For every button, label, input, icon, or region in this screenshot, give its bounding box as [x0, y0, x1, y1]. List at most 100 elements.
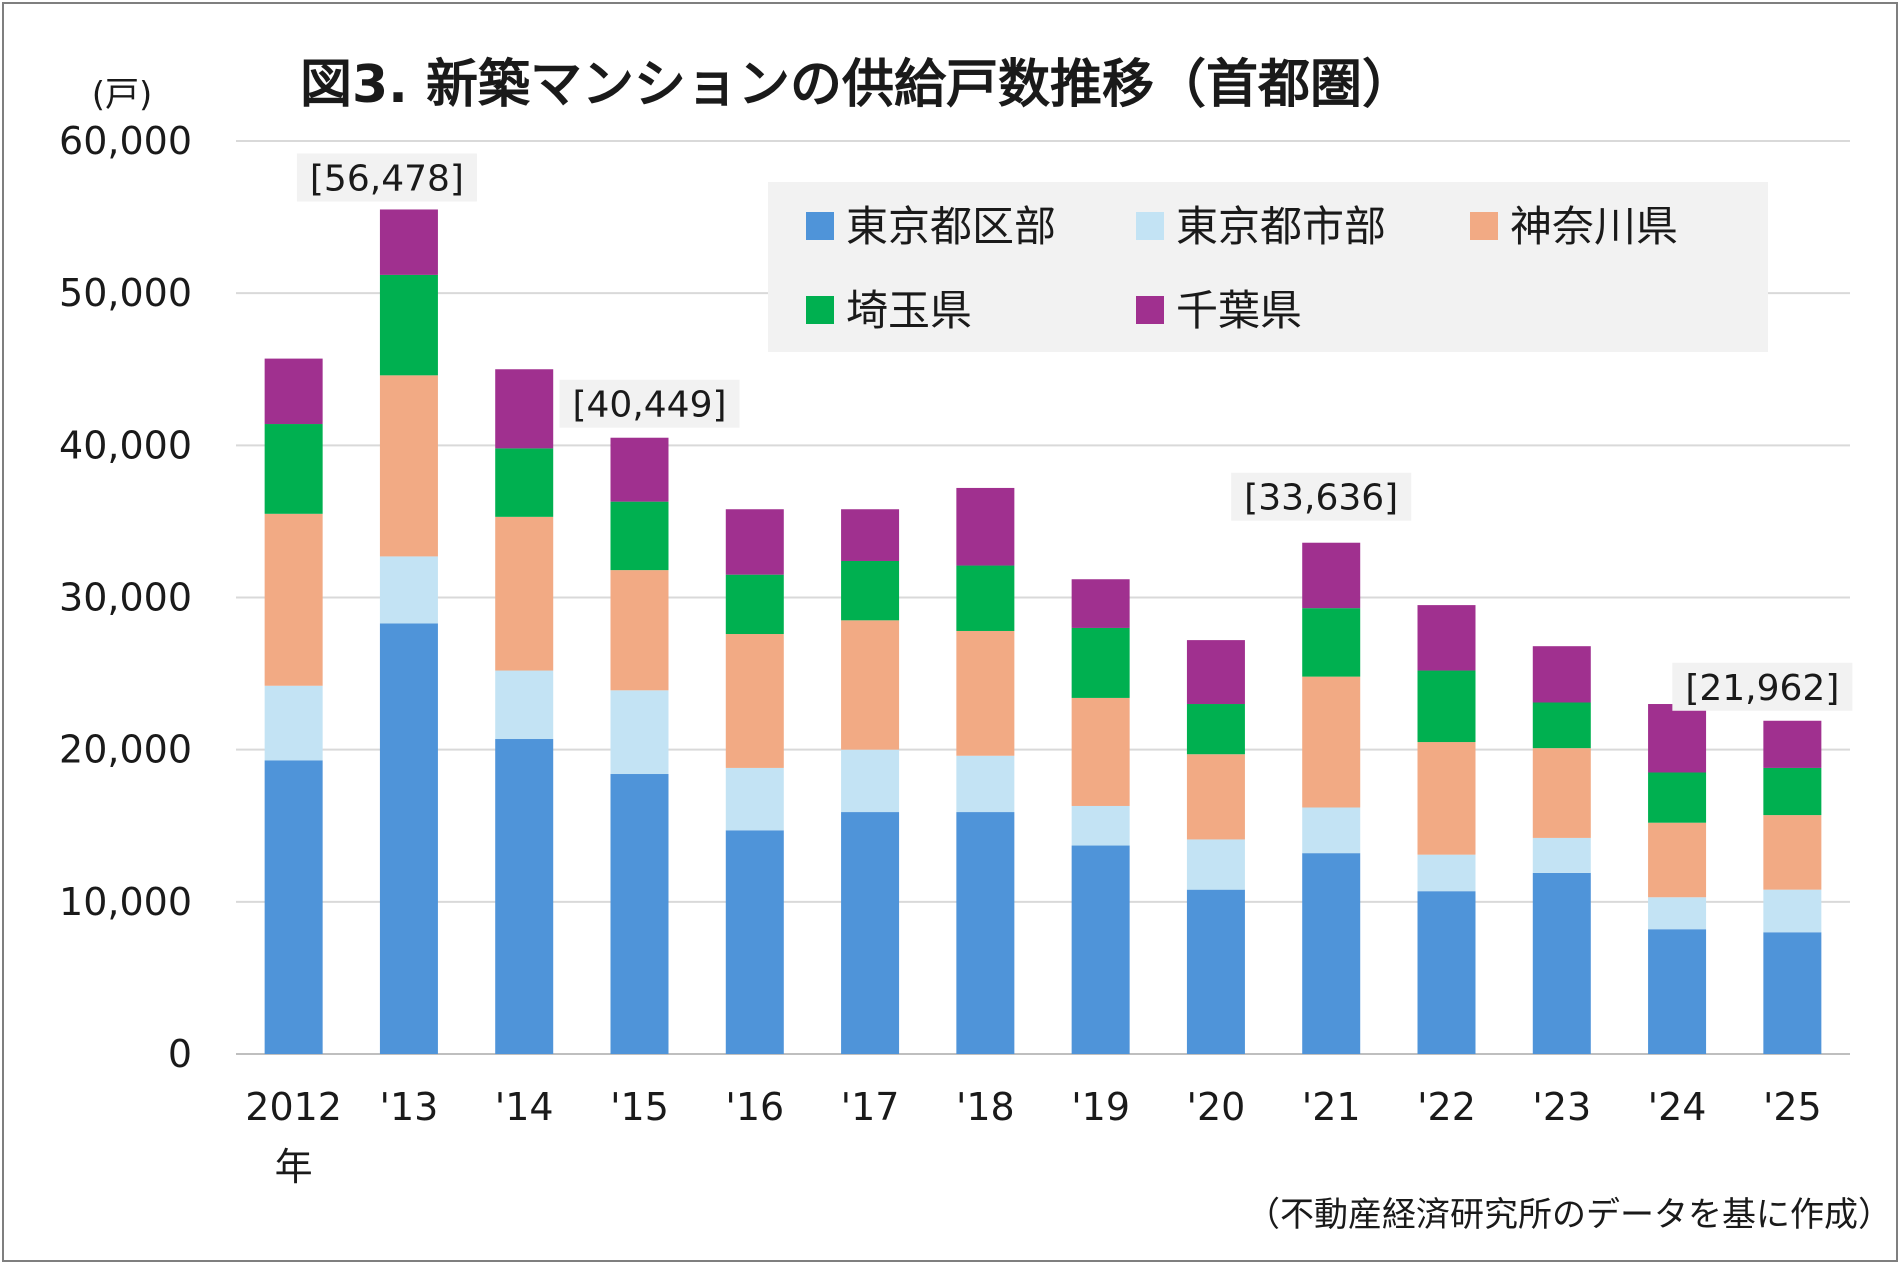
- callout-label: [40,449]: [572, 385, 726, 426]
- bar-segment: [495, 448, 554, 517]
- bar-segment: [495, 670, 554, 740]
- chart-title: 図3. 新築マンションの供給戸数推移（首都圏）: [300, 55, 1414, 115]
- bar-segment: [841, 620, 900, 750]
- total-callouts: [56,478] [40,449] [33,636] [21,962]: [296, 153, 1853, 711]
- bar-segment: [725, 830, 784, 1054]
- bar-segment: [1763, 889, 1822, 933]
- bar-segment: [1532, 872, 1591, 1054]
- y-axis-ticks: 0 10,000 20,000 30,000 40,000 50,000 60,000: [59, 119, 192, 1076]
- bar-segment: [610, 570, 669, 691]
- bar-segment: [495, 369, 554, 449]
- bar-segment: [610, 437, 669, 502]
- bar-segment: [725, 574, 784, 635]
- bar-segment: [956, 755, 1015, 813]
- bar-segment: [1186, 640, 1245, 705]
- bar-segment: [725, 634, 784, 768]
- bar-segment: [1071, 805, 1130, 846]
- callout-background: [559, 379, 740, 428]
- legend-background: [768, 182, 1768, 352]
- bar-segment: [264, 513, 323, 686]
- bar-segment: [725, 509, 784, 575]
- bar-segment: [1417, 891, 1476, 1054]
- x-tick-label: '17: [841, 1085, 900, 1129]
- bar-segment: [610, 501, 669, 571]
- callout-background: [1672, 662, 1853, 711]
- bar-segment: [379, 274, 438, 376]
- bar-segment: [1302, 676, 1361, 808]
- bar-segment: [1417, 854, 1476, 892]
- bar-segment: [1186, 754, 1245, 840]
- legend-swatch: [1136, 212, 1164, 240]
- callout-label: [33,636]: [1244, 478, 1398, 519]
- legend-swatch: [1470, 212, 1498, 240]
- bar-segment: [264, 424, 323, 514]
- legend-swatch: [806, 296, 834, 324]
- bar-segment: [841, 812, 900, 1054]
- bar-segment: [841, 560, 900, 621]
- x-axis-ticks: 2012 '13 '14 '15 '16 '17 '18 '19 '20 '21 '22 '23 '24…: [245, 1085, 1821, 1129]
- bar-segment: [495, 739, 554, 1054]
- bar-segment: [379, 209, 438, 275]
- bar-segment: [1763, 932, 1822, 1054]
- x-tick-label: '13: [380, 1085, 439, 1129]
- bar-segment: [1532, 646, 1591, 703]
- y-tick-label: 10,000: [59, 880, 192, 924]
- bar-segment: [1071, 697, 1130, 806]
- bar-segment: [1186, 889, 1245, 1054]
- y-axis-unit-label: (戸): [92, 75, 153, 115]
- bar-segment: [379, 623, 438, 1054]
- bar-segment: [495, 516, 554, 671]
- callout-label: [21,962]: [1685, 668, 1839, 709]
- bar-segment: [1648, 772, 1707, 823]
- y-tick-label: 30,000: [59, 576, 192, 620]
- bar-segment: [264, 685, 323, 761]
- x-tick-label: '16: [725, 1085, 784, 1129]
- bar-segment: [1763, 815, 1822, 890]
- x-tick-label: '24: [1648, 1085, 1707, 1129]
- bar-segment: [725, 767, 784, 831]
- bar-segment: [956, 630, 1015, 756]
- bar-segment: [1071, 627, 1130, 698]
- legend-label: 神奈川県: [1510, 202, 1678, 251]
- x-axis-year-suffix: 年: [275, 1145, 313, 1189]
- bar-segment: [956, 487, 1015, 566]
- bar-segment: [1417, 605, 1476, 671]
- bar-segment: [1071, 845, 1130, 1054]
- bar-segment: [1302, 853, 1361, 1054]
- x-tick-label: '18: [956, 1085, 1015, 1129]
- bar-segment: [1186, 839, 1245, 890]
- bar-segment: [610, 774, 669, 1054]
- x-tick-label: 2012: [245, 1085, 342, 1129]
- bar-segment: [1302, 807, 1361, 854]
- bar-segment: [264, 358, 323, 425]
- bar-segment: [956, 812, 1015, 1054]
- x-tick-label: '22: [1417, 1085, 1476, 1129]
- bars: [264, 209, 1822, 1054]
- bar-segment: [379, 375, 438, 557]
- bar-segment: [1417, 742, 1476, 855]
- legend-label: 東京都市部: [1176, 202, 1386, 251]
- bar-segment: [1302, 608, 1361, 677]
- bar-segment: [1417, 670, 1476, 743]
- bar-segment: [1648, 929, 1707, 1054]
- callout-label: [56,478]: [310, 158, 464, 199]
- x-tick-label: '20: [1187, 1085, 1246, 1129]
- bar-segment: [610, 690, 669, 775]
- legend-label: 埼玉県: [846, 286, 972, 335]
- legend-label: 千葉県: [1176, 286, 1302, 335]
- source-note: （不動産経済研究所のデータを基に作成）: [1246, 1195, 1892, 1235]
- bar-segment: [1532, 748, 1591, 838]
- y-tick-label: 0: [168, 1032, 192, 1076]
- legend-label: 東京都区部: [846, 202, 1056, 251]
- y-tick-label: 40,000: [59, 423, 192, 467]
- bar-segment: [1071, 579, 1130, 628]
- bar-segment: [1763, 767, 1822, 816]
- bar-segment: [1186, 704, 1245, 755]
- bar-segment: [1763, 720, 1822, 768]
- legend-swatch: [1136, 296, 1164, 324]
- x-tick-label: '14: [495, 1085, 554, 1129]
- callout-background: [1231, 472, 1412, 521]
- bar-segment: [1532, 702, 1591, 749]
